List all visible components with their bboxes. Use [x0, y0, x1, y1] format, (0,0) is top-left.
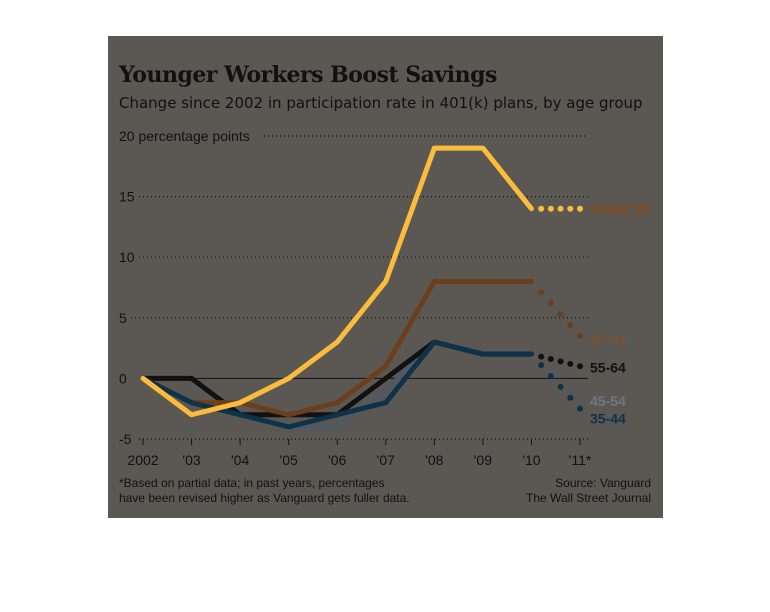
partial-data-dot [557, 311, 564, 318]
series-label: 45-54 [590, 393, 626, 409]
y-tick-label: 0 [119, 370, 127, 386]
footnote: *Based on partial data; in past years, p… [119, 476, 410, 506]
partial-data-dot [567, 205, 574, 212]
partial-data-dot [547, 300, 554, 307]
partial-data-dot [557, 205, 564, 212]
publisher-credit: The Wall Street Journal [526, 491, 651, 505]
y-tick-label: -5 [119, 431, 132, 447]
partial-data-dot [567, 322, 574, 329]
partial-data-dot [538, 289, 545, 296]
partial-data-dot [567, 394, 574, 401]
chart-title: Younger Workers Boost Savings [119, 62, 497, 88]
partial-data-dot [567, 388, 574, 395]
x-tick-label: 2002 [127, 452, 158, 468]
partial-data-dot [577, 363, 583, 370]
credits: Source: Vanguard The Wall Street Journal [526, 476, 651, 506]
y-tick-label: 15 [119, 189, 135, 205]
partial-data-dot [538, 353, 545, 360]
series-label: 25-34 [590, 332, 626, 348]
footnote-line: *Based on partial data; in past years, p… [119, 476, 385, 490]
x-tick-label: '04 [231, 452, 249, 468]
series-line [140, 339, 534, 430]
line-chart: -5 0 5 10 15 20 percentage points 2002 '03 '04 '0… [119, 128, 650, 468]
x-tick-label: '05 [280, 452, 298, 468]
partial-data-dot [547, 372, 554, 379]
x-tick-label: '07 [377, 452, 395, 468]
x-tick-label: '09 [474, 452, 492, 468]
series-line [140, 278, 534, 418]
chart-card: -5 0 5 10 15 20 percentage points 2002 '03 '04 '0… [108, 36, 663, 518]
partial-data-dot [577, 332, 583, 339]
series-label: 55-64 [590, 359, 626, 375]
x-tick-label: '06 [328, 452, 346, 468]
partial-data-dot [577, 205, 583, 212]
chart-subtitle: Change since 2002 in participation rate … [119, 94, 643, 112]
y-tick-label: 20 percentage points [119, 128, 250, 144]
partial-data-dot [567, 360, 574, 367]
source-credit: Source: Vanguard [555, 476, 651, 490]
x-tick-label: '03 [182, 452, 200, 468]
partial-data-dot [547, 356, 554, 363]
partial-data-dot [577, 397, 583, 404]
partial-data-dot [577, 405, 583, 412]
partial-data-dot [538, 362, 545, 369]
x-tick-label: '10 [522, 452, 540, 468]
series-line [140, 145, 534, 418]
x-tick-label: '11* [569, 452, 592, 468]
partial-data-dot [557, 383, 564, 390]
y-tick-label: 5 [119, 310, 127, 326]
partial-data-dot [547, 205, 554, 212]
x-tick-label: '08 [425, 452, 443, 468]
y-tick-label: 10 [119, 249, 135, 265]
footnote-line: have been revised higher as Vanguard get… [119, 491, 410, 505]
partial-data-dot [557, 378, 564, 385]
partial-data-dot [538, 205, 545, 212]
partial-data-dot [557, 358, 564, 365]
series-label: Under 25 [590, 201, 650, 217]
series-label: 35-44 [590, 411, 626, 427]
